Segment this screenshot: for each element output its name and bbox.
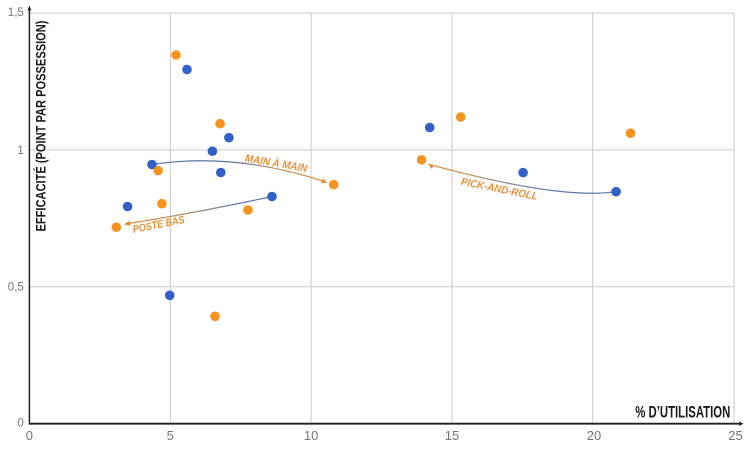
svg-text:POSTE BAS: POSTE BAS	[132, 214, 186, 236]
svg-text:0: 0	[26, 428, 33, 443]
svg-text:PICK-AND-ROLL: PICK-AND-ROLL	[460, 176, 539, 203]
svg-text:1,5: 1,5	[8, 7, 24, 19]
svg-text:MAIN À MAIN: MAIN À MAIN	[244, 152, 308, 175]
svg-text:EFFICACITÉ (POINT PAR POSSESSI: EFFICACITÉ (POINT PAR POSSESSION)	[33, 21, 49, 232]
svg-text:1: 1	[17, 145, 23, 157]
svg-text:5: 5	[167, 428, 174, 443]
svg-text:20: 20	[587, 428, 601, 443]
svg-text:25: 25	[728, 428, 742, 443]
svg-text:0,5: 0,5	[8, 282, 24, 294]
svg-text:15: 15	[445, 428, 459, 443]
svg-text:% D’UTILISATION: % D’UTILISATION	[635, 403, 730, 422]
svg-text:10: 10	[304, 428, 318, 443]
svg-text:0: 0	[17, 418, 23, 430]
